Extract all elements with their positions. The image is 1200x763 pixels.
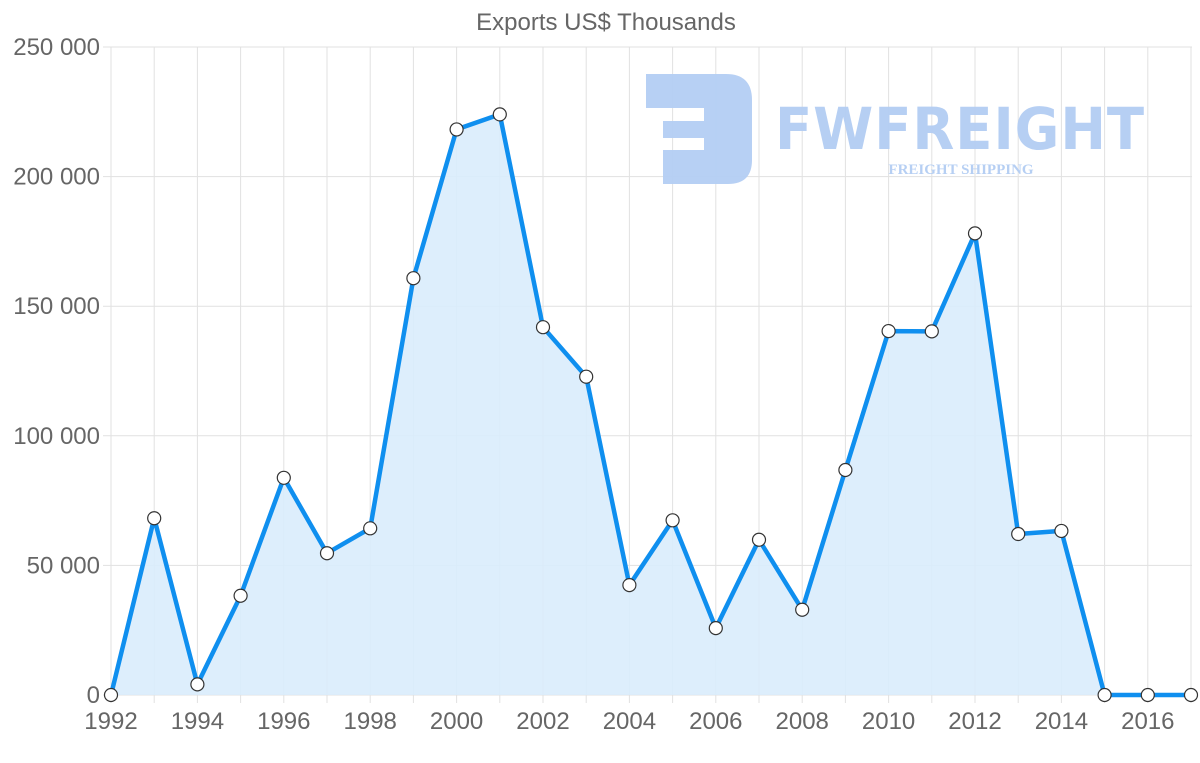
x-tick-label: 1996 xyxy=(257,708,310,735)
data-point[interactable] xyxy=(147,511,162,526)
data-point[interactable] xyxy=(708,621,723,636)
fwfreight-watermark: FWFREIGHT FREIGHT SHIPPING xyxy=(646,74,1145,184)
data-point[interactable] xyxy=(967,226,983,241)
y-tick-label: 250 000 xyxy=(13,34,100,61)
data-point[interactable] xyxy=(103,687,119,703)
data-point[interactable] xyxy=(838,462,853,478)
y-tick-label: 150 000 xyxy=(13,293,100,320)
data-point[interactable] xyxy=(1183,687,1199,703)
x-tick-label: 2004 xyxy=(603,708,656,735)
x-tick-label: 2008 xyxy=(776,708,829,735)
data-point[interactable] xyxy=(1097,687,1112,703)
x-tick-label: 2016 xyxy=(1121,708,1174,735)
data-point[interactable] xyxy=(1140,687,1155,703)
x-tick-label: 1998 xyxy=(344,708,397,735)
x-tick-label: 1992 xyxy=(84,708,137,735)
x-tick-label: 2010 xyxy=(862,708,915,735)
data-point[interactable] xyxy=(233,588,248,603)
y-tick-label: 200 000 xyxy=(13,164,100,191)
data-point[interactable] xyxy=(751,532,767,547)
x-axis: 1992 1994 1996 1998 2000 2002 2004 2006 2008 2010… xyxy=(84,708,1174,735)
data-point[interactable] xyxy=(622,577,637,593)
y-tick-label: 0 xyxy=(87,682,100,709)
data-point[interactable] xyxy=(579,369,594,384)
data-point[interactable] xyxy=(492,107,507,122)
watermark-brand: FWFREIGHT xyxy=(775,95,1145,163)
data-point[interactable] xyxy=(881,323,896,339)
x-tick-label: 2012 xyxy=(948,708,1001,735)
data-point[interactable] xyxy=(319,546,335,561)
data-point[interactable] xyxy=(924,324,939,339)
watermark-tagline: FREIGHT SHIPPING xyxy=(888,162,1033,178)
fwfreight-logo-icon xyxy=(646,74,752,184)
data-point[interactable] xyxy=(276,470,291,485)
data-point[interactable] xyxy=(190,677,205,692)
y-tick-label: 100 000 xyxy=(13,423,100,450)
data-point[interactable] xyxy=(449,122,464,137)
x-tick-label: 2002 xyxy=(516,708,569,735)
data-point[interactable] xyxy=(535,320,551,335)
data-point[interactable] xyxy=(795,602,810,617)
x-tick-label: 2014 xyxy=(1035,708,1088,735)
data-point[interactable] xyxy=(1054,523,1069,539)
data-point[interactable] xyxy=(406,271,421,286)
x-tick-label: 2000 xyxy=(430,708,483,735)
y-axis: 0 50 000 100 000 150 000 200 000 250 000 xyxy=(13,34,100,709)
data-line xyxy=(108,112,1191,698)
data-point[interactable] xyxy=(363,521,378,536)
chart-title: Exports US$ Thousands xyxy=(476,9,736,36)
y-tick-label: 50 000 xyxy=(27,552,100,579)
data-point[interactable] xyxy=(665,513,680,528)
area-fill xyxy=(111,114,1191,696)
x-tick-label: 2006 xyxy=(689,708,742,735)
x-tick-label: 1994 xyxy=(171,708,224,735)
data-points xyxy=(103,107,1199,703)
data-point[interactable] xyxy=(1011,526,1026,542)
